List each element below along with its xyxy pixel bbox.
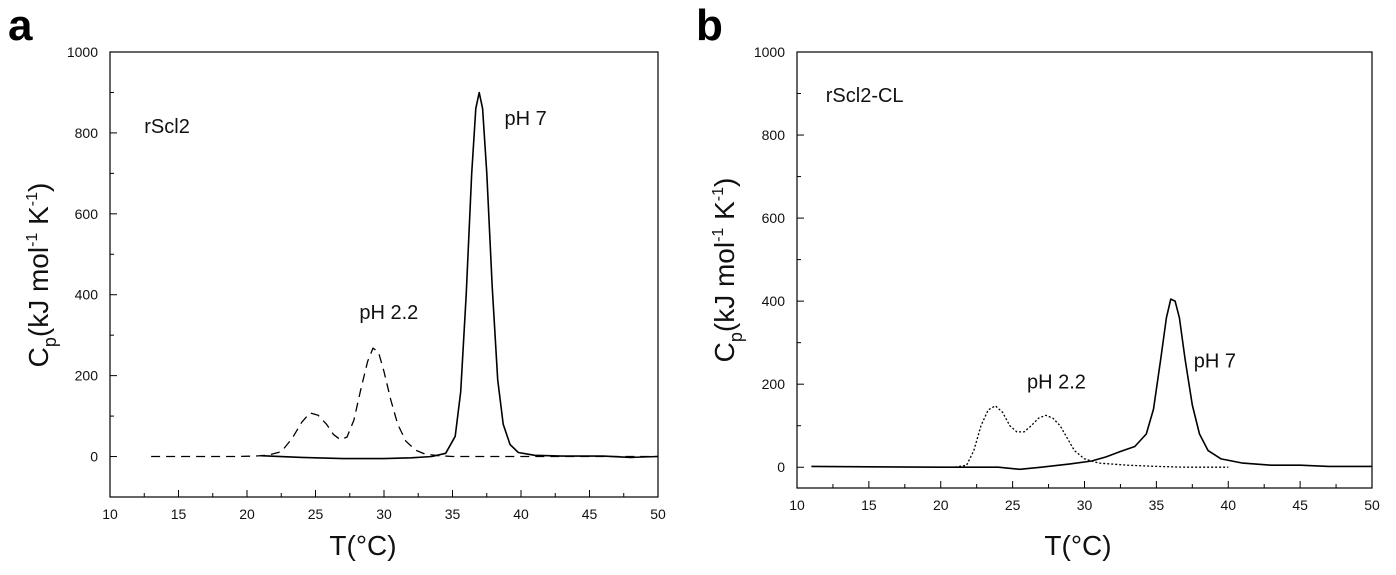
chart-a-y-tick-label: 200 bbox=[75, 368, 99, 384]
chart-a-x-tick-label: 20 bbox=[239, 506, 255, 522]
chart-a-y-tick-label: 0 bbox=[90, 449, 98, 465]
chart-a-x-tick-label: 35 bbox=[445, 506, 461, 522]
chart-a-x-tick-label: 40 bbox=[513, 506, 529, 522]
chart-b-x-tick-label: 25 bbox=[1005, 497, 1021, 513]
chart-a-y-tick-label: 600 bbox=[75, 206, 99, 222]
chart-panel-b: b 10 15 20 25 30 35 40 45 50 0 200 400 600 800 1000 T(°C… bbox=[690, 0, 1396, 570]
chart-a-x-tick-label: 25 bbox=[308, 506, 324, 522]
chart-b-x-tick-label: 15 bbox=[861, 497, 877, 513]
chart-b-y-axis-title: Cp(kJ mol-1 K-1) bbox=[709, 178, 746, 363]
chart-a-series-ph-2-2 bbox=[151, 347, 658, 458]
chart-a-y-tick-label: 400 bbox=[75, 287, 99, 303]
chart-a-x-tick-label: 15 bbox=[171, 506, 187, 522]
chart-b-x-tick-label: 30 bbox=[1077, 497, 1093, 513]
chart-a-annotation: pH 7 bbox=[505, 108, 547, 130]
chart-b-y-tick-label: 600 bbox=[762, 210, 786, 226]
chart-b-x-tick-label: 50 bbox=[1364, 497, 1380, 513]
chart-b-x-tick-label: 40 bbox=[1220, 497, 1236, 513]
chart-b-x-tick-label: 10 bbox=[789, 497, 805, 513]
chart-b-panel-letter: b bbox=[696, 1, 723, 50]
chart-b-annotation: rScl2-CL bbox=[826, 85, 904, 107]
chart-panel-a: a 10 15 20 25 30 35 40 45 50 0 200 400 600 800 1000 T(°C… bbox=[0, 0, 690, 570]
chart-b-plot-frame bbox=[796, 51, 1373, 489]
chart-b-x-axis-title: T(°C) bbox=[1044, 530, 1111, 561]
chart-a-y-tick-label: 1000 bbox=[67, 44, 98, 60]
chart-a-x-tick-label: 45 bbox=[582, 506, 598, 522]
chart-b-x-tick-label: 20 bbox=[933, 497, 949, 513]
chart-a-y-tick-label: 800 bbox=[75, 125, 99, 141]
chart-b-y-tick-label: 200 bbox=[762, 376, 786, 392]
chart-b-annotation: pH 7 bbox=[1194, 351, 1236, 373]
chart-b-y-tick-label: 0 bbox=[777, 459, 785, 475]
chart-a-x-axis-title: T(°C) bbox=[329, 530, 396, 561]
chart-a-annotation: pH 2.2 bbox=[359, 302, 418, 324]
chart-b-series-ph-7 bbox=[811, 298, 1372, 471]
chart-a-y-axis-title: Cp(kJ mol-1 K-1) bbox=[23, 183, 60, 368]
chart-a-x-tick-label: 50 bbox=[650, 506, 666, 522]
chart-b-annotation: pH 2.2 bbox=[1027, 371, 1086, 393]
chart-a-panel-letter: a bbox=[8, 1, 33, 50]
chart-a-plot-frame bbox=[109, 51, 659, 498]
chart-a-series-ph-7 bbox=[260, 91, 658, 460]
chart-b-y-tick-label: 400 bbox=[762, 293, 786, 309]
chart-b-series-ph-2-2 bbox=[954, 405, 1229, 468]
chart-b-x-tick-label: 35 bbox=[1149, 497, 1165, 513]
chart-b-svg: b 10 15 20 25 30 35 40 45 50 0 200 400 600 800 1000 T(°C… bbox=[696, 1, 1380, 561]
chart-a-x-tick-label: 30 bbox=[376, 506, 392, 522]
chart-a-annotation: rScl2 bbox=[144, 116, 190, 138]
chart-a-svg: a 10 15 20 25 30 35 40 45 50 0 200 400 600 800 1000 T(°C… bbox=[8, 1, 666, 561]
chart-b-y-tick-label: 800 bbox=[762, 127, 786, 143]
chart-b-y-tick-label: 1000 bbox=[754, 44, 785, 60]
chart-b-x-tick-label: 45 bbox=[1292, 497, 1308, 513]
chart-a-x-tick-label: 10 bbox=[102, 506, 118, 522]
